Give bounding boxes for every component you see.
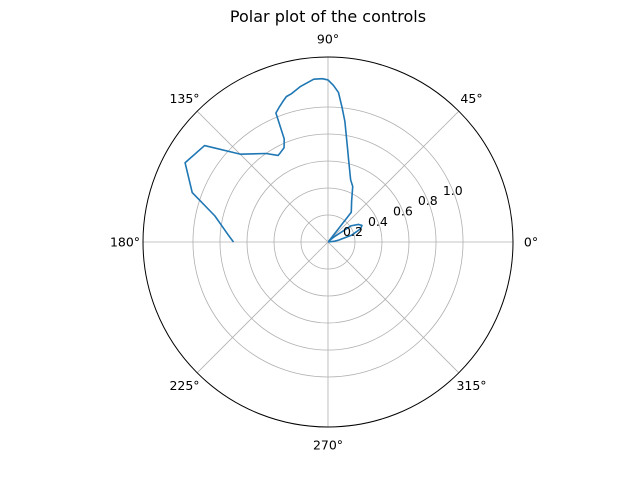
series-line-0	[184, 77, 363, 243]
angular-gridline-7	[327, 241, 460, 374]
plot-area	[184, 77, 363, 243]
theta-tick-label-0: 0°	[524, 235, 538, 250]
theta-tick-label-6: 270°	[313, 438, 343, 453]
tick-labels: 0° 45° 90° 135° 180° 225° 270° 315° 0.2 0.4 0.6 0.8…	[110, 32, 538, 453]
angular-gridline-1	[327, 110, 460, 243]
angular-gridline-3	[196, 110, 329, 243]
theta-tick-label-7: 315°	[456, 378, 486, 393]
r-tick-label-0: 0.2	[343, 224, 363, 239]
r-tick-label-2: 0.6	[393, 204, 413, 219]
theta-tick-label-2: 90°	[317, 32, 339, 47]
theta-tick-label-5: 225°	[169, 378, 199, 393]
polar-frame	[142, 56, 514, 428]
chart-title: Polar plot of the controls	[230, 7, 426, 26]
polar-grid	[142, 56, 514, 428]
r-tick-label-3: 0.8	[418, 193, 438, 208]
theta-tick-label-3: 135°	[169, 91, 199, 106]
r-tick-label-4: 1.0	[443, 183, 463, 198]
r-tick-label-1: 0.4	[368, 214, 388, 229]
angular-gridline-5	[196, 241, 329, 374]
theta-tick-label-1: 45°	[460, 91, 482, 106]
theta-tick-label-4: 180°	[110, 235, 140, 250]
